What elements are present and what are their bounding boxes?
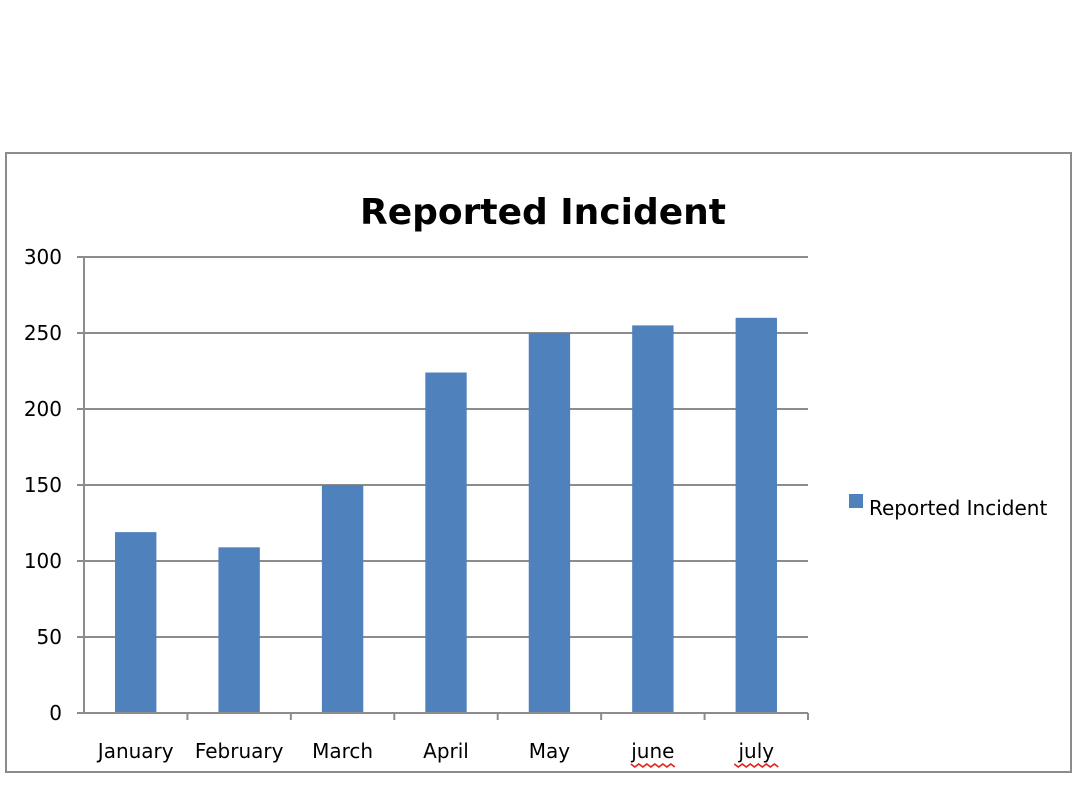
- y-tick-label: 0: [49, 701, 62, 725]
- y-tick-label: 300: [24, 245, 62, 269]
- y-tick-label: 200: [24, 397, 62, 421]
- bar: [218, 547, 260, 713]
- bar: [632, 325, 674, 713]
- y-tick-label: 150: [24, 473, 62, 497]
- bar: [528, 333, 571, 713]
- y-tick-label: 50: [37, 625, 62, 649]
- x-tick-label: May: [529, 739, 571, 763]
- bar: [735, 317, 777, 713]
- x-tick-label: February: [195, 739, 284, 763]
- legend-label: Reported Incident: [869, 496, 1047, 520]
- x-tick-labels: January February March April May june july: [96, 739, 779, 768]
- bar: [115, 532, 157, 713]
- x-tick-label: March: [312, 739, 373, 763]
- y-tick-labels: 0 50 100 150 200 250 300: [24, 245, 62, 725]
- bar: [321, 485, 364, 713]
- bars: [115, 317, 777, 713]
- legend: Reported Incident: [849, 494, 1047, 520]
- x-tick-label: April: [423, 739, 469, 763]
- chart-frame: Reported Incident 0 50 100 150 200 250 300 Jan…: [5, 152, 1072, 773]
- bar-chart: Reported Incident 0 50 100 150 200 250 300 Jan…: [24, 192, 1047, 768]
- bar: [425, 372, 467, 713]
- x-tick-label: july: [737, 739, 774, 763]
- chart-title: Reported Incident: [360, 192, 726, 233]
- axes: [77, 256, 809, 720]
- spellcheck-underline: [630, 763, 676, 768]
- spellcheck-underline: [733, 763, 779, 768]
- legend-swatch: [849, 494, 863, 508]
- x-tick-label: January: [96, 739, 174, 763]
- x-tick-label: june: [630, 739, 674, 763]
- y-tick-label: 100: [24, 549, 62, 573]
- y-tick-label: 250: [24, 321, 62, 345]
